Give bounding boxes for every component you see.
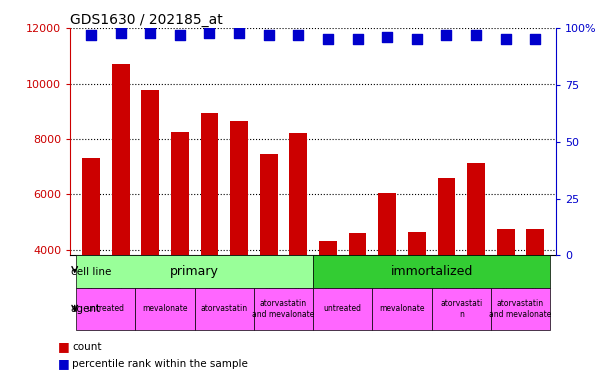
Bar [491, 288, 550, 330]
Bar [467, 162, 485, 361]
Point [412, 36, 422, 42]
Bar [254, 288, 313, 330]
Text: atorvastati
n: atorvastati n [440, 299, 482, 319]
Text: agent: agent [70, 304, 101, 314]
Bar [313, 288, 372, 330]
Text: atorvastatin
and mevalonate: atorvastatin and mevalonate [252, 299, 315, 319]
Point [353, 36, 362, 42]
Text: atorvastatin
and mevalonate: atorvastatin and mevalonate [489, 299, 552, 319]
Bar [195, 288, 254, 330]
Text: atorvastatin: atorvastatin [201, 304, 248, 313]
Text: immortalized: immortalized [390, 265, 473, 278]
Point [293, 32, 303, 38]
Bar [319, 242, 337, 361]
Point [442, 32, 452, 38]
Point [175, 32, 185, 38]
Text: untreated: untreated [87, 304, 125, 313]
Bar [408, 232, 426, 361]
Text: untreated: untreated [324, 304, 362, 313]
Bar [260, 154, 277, 361]
Point [264, 32, 274, 38]
Bar [112, 64, 130, 361]
Bar [527, 229, 544, 361]
Point [530, 36, 540, 42]
Bar [76, 255, 313, 288]
Text: mevalonate: mevalonate [379, 304, 425, 313]
Point [86, 32, 96, 38]
Bar [349, 233, 367, 361]
Text: percentile rank within the sample: percentile rank within the sample [72, 359, 248, 369]
Point [234, 30, 244, 36]
Bar [431, 288, 491, 330]
Point [471, 32, 481, 38]
Text: GDS1630 / 202185_at: GDS1630 / 202185_at [70, 13, 223, 27]
Point [382, 34, 392, 40]
Point [205, 30, 214, 36]
Bar [290, 134, 307, 361]
Bar [378, 193, 396, 361]
Bar [82, 158, 100, 361]
Bar [171, 132, 189, 361]
Text: count: count [72, 342, 101, 352]
Text: mevalonate: mevalonate [142, 304, 188, 313]
Bar [200, 112, 218, 361]
Text: ■: ■ [58, 340, 70, 353]
Text: cell line: cell line [70, 267, 111, 277]
Text: ■: ■ [58, 357, 70, 370]
Bar [141, 90, 159, 361]
Bar [313, 255, 550, 288]
Text: primary: primary [170, 265, 219, 278]
Point [501, 36, 511, 42]
Bar [497, 229, 514, 361]
Bar [437, 178, 455, 361]
Bar [136, 288, 195, 330]
Bar [76, 288, 136, 330]
Point [115, 30, 125, 36]
Bar [230, 121, 248, 361]
Bar [372, 288, 431, 330]
Point [323, 36, 333, 42]
Point [145, 30, 155, 36]
